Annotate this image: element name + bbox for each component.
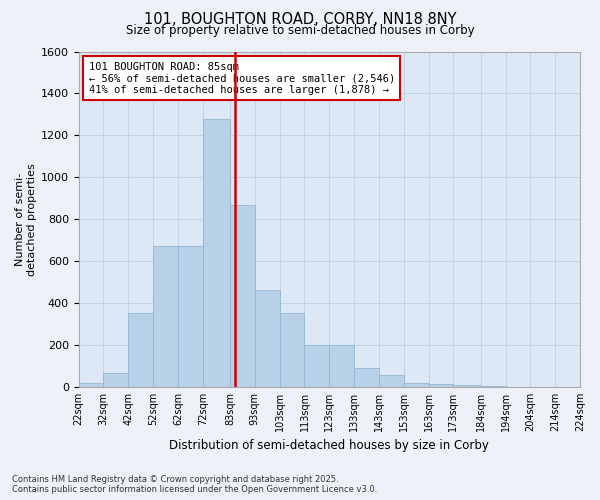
Bar <box>255 290 280 387</box>
Bar <box>329 345 354 387</box>
Bar <box>153 246 178 387</box>
Bar <box>428 384 454 387</box>
Bar <box>280 312 304 387</box>
Bar <box>178 246 203 387</box>
Bar <box>454 385 481 387</box>
Bar <box>230 204 255 387</box>
Text: 101 BOUGHTON ROAD: 85sqm
← 56% of semi-detached houses are smaller (2,546)
41% o: 101 BOUGHTON ROAD: 85sqm ← 56% of semi-d… <box>89 62 395 95</box>
Text: Size of property relative to semi-detached houses in Corby: Size of property relative to semi-detach… <box>125 24 475 37</box>
Bar <box>304 345 329 387</box>
Bar <box>103 374 128 387</box>
Y-axis label: Number of semi-
detached properties: Number of semi- detached properties <box>15 163 37 276</box>
Text: 101, BOUGHTON ROAD, CORBY, NN18 8NY: 101, BOUGHTON ROAD, CORBY, NN18 8NY <box>144 12 456 28</box>
Bar <box>481 386 506 387</box>
Bar <box>354 368 379 387</box>
Bar <box>379 376 404 387</box>
Bar <box>404 382 428 387</box>
Text: Contains HM Land Registry data © Crown copyright and database right 2025.
Contai: Contains HM Land Registry data © Crown c… <box>12 474 377 494</box>
X-axis label: Distribution of semi-detached houses by size in Corby: Distribution of semi-detached houses by … <box>169 440 489 452</box>
Bar <box>79 382 103 387</box>
Bar <box>203 118 230 387</box>
Bar <box>128 312 153 387</box>
